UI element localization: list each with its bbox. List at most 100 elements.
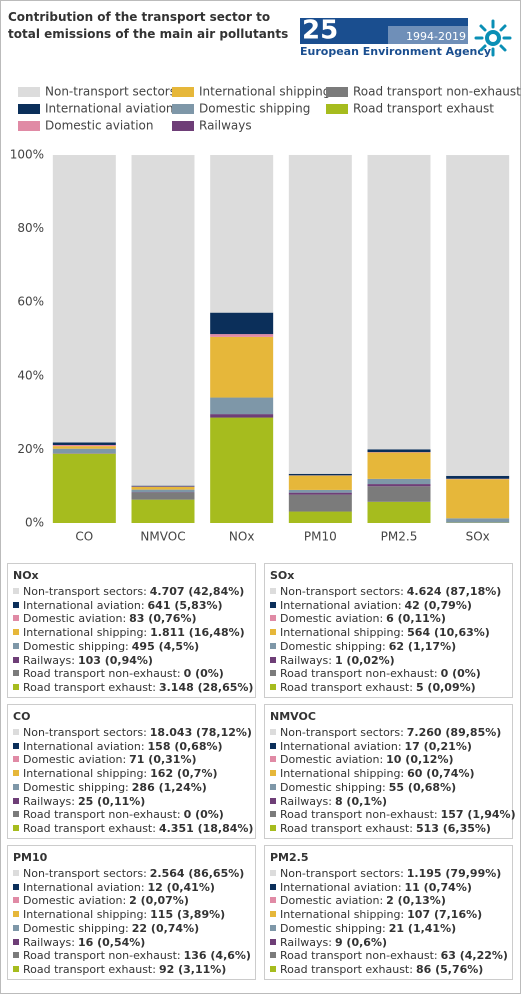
- row-value: 17 (0,21%): [404, 739, 472, 753]
- row-label: International shipping:: [280, 626, 405, 640]
- legend-label: Non-transport sectors: [45, 85, 176, 99]
- row-label: Domestic aviation:: [23, 612, 127, 626]
- row-label: Road transport exhaust:: [23, 962, 156, 976]
- panel-row: Railways: 103 (0,94%): [13, 654, 153, 667]
- bar-segment: [52, 155, 116, 443]
- row-value: 495 (4,5%): [131, 639, 200, 653]
- bar-segment: [210, 334, 274, 337]
- legend-swatch: [326, 87, 348, 97]
- row-swatch: [270, 797, 276, 804]
- row-value: 86 (5,76%): [415, 962, 484, 976]
- bar-segment: [131, 499, 195, 523]
- bar-segment: [131, 489, 195, 493]
- row-label: Road transport non-exhaust:: [280, 667, 438, 681]
- row-label: Domestic aviation:: [23, 894, 127, 908]
- row-swatch: [270, 615, 276, 622]
- panel-title: NMVOC: [270, 710, 316, 723]
- row-swatch: [13, 742, 19, 749]
- y-tick-label: 40%: [17, 368, 44, 382]
- row-label: Road transport exhaust:: [23, 821, 156, 835]
- panel-row: International aviation: 11 (0,74%): [270, 881, 472, 894]
- row-swatch: [13, 756, 19, 763]
- row-value: 158 (0,68%): [147, 739, 223, 753]
- row-value: 55 (0,68%): [388, 780, 457, 794]
- info-panel: NMVOC Non-transport sectors: 7.260 (89,85%…: [264, 704, 516, 839]
- legend-label: International aviation: [45, 102, 174, 116]
- row-value: 22 (0,74%): [131, 921, 200, 935]
- row-label: International shipping:: [280, 908, 405, 922]
- y-tick-label: 0%: [25, 516, 44, 530]
- panel-row: Domestic aviation: 6 (0,11%): [270, 612, 446, 625]
- legend-label: International shipping: [199, 85, 330, 99]
- row-value: 0 (0%): [183, 667, 224, 681]
- panel-row: Road transport non-exhaust: 0 (0%): [13, 808, 224, 821]
- row-swatch: [270, 924, 276, 931]
- row-label: International aviation:: [23, 739, 145, 753]
- row-label: Road transport exhaust:: [280, 821, 413, 835]
- info-panel: CO Non-transport sectors: 18.043 (78,12%) I…: [7, 704, 256, 839]
- row-label: International shipping:: [23, 767, 148, 781]
- x-tick-label: PM2.5: [381, 530, 418, 544]
- row-label: Road transport exhaust:: [23, 680, 156, 694]
- x-tick-label: SOx: [466, 530, 490, 544]
- bar-segment: [210, 414, 274, 418]
- row-swatch: [13, 729, 19, 735]
- row-label: Road transport non-exhaust:: [23, 667, 181, 681]
- y-tick-label: 60%: [17, 295, 44, 309]
- row-swatch: [270, 742, 276, 749]
- x-tick-label: PM10: [304, 530, 337, 544]
- row-swatch: [270, 883, 276, 890]
- row-value: 92 (3,11%): [158, 962, 227, 976]
- bar-segment: [446, 155, 510, 476]
- panel-row: Non-transport sectors: 4.707 (42,84%): [13, 585, 244, 598]
- panel-row: Road transport non-exhaust: 157 (1,94%): [270, 808, 516, 821]
- row-value: 3.148 (28,65%): [158, 680, 254, 694]
- row-swatch: [13, 911, 19, 918]
- x-tick-label: NOx: [229, 530, 255, 544]
- panel-title: PM10: [13, 851, 48, 864]
- row-value: 83 (0,76%): [129, 612, 197, 626]
- legend-label: Domestic shipping: [199, 102, 310, 116]
- legend-swatch: [18, 104, 40, 114]
- bar-segment: [210, 155, 274, 313]
- panel-row: Road transport non-exhaust: 0 (0%): [13, 667, 224, 680]
- row-value: 63 (4,22%): [440, 949, 508, 963]
- row-label: Road transport non-exhaust:: [23, 808, 181, 822]
- legend-swatch: [18, 87, 40, 97]
- row-swatch: [13, 797, 19, 804]
- row-swatch: [270, 897, 276, 904]
- panel-row: International aviation: 158 (0,68%): [13, 740, 223, 753]
- panel-row: Road transport exhaust: 92 (3,11%): [13, 963, 226, 976]
- row-label: Road transport non-exhaust:: [280, 949, 438, 963]
- bar-segment: [52, 442, 116, 445]
- row-value: 513 (6,35%): [415, 821, 491, 835]
- info-panel: PM2.5 Non-transport sectors: 1.195 (79,99%…: [264, 845, 513, 980]
- row-value: 71 (0,31%): [129, 753, 197, 767]
- row-swatch: [13, 642, 19, 649]
- panel-row: International shipping: 60 (0,74%): [270, 767, 475, 780]
- bar-segment: [367, 452, 431, 479]
- bar-segment: [52, 444, 116, 447]
- row-swatch: [13, 952, 19, 959]
- row-label: Non-transport sectors:: [23, 585, 147, 598]
- legend-label: Road transport non-exhaust: [353, 85, 521, 99]
- row-label: Domestic aviation:: [23, 753, 127, 767]
- panel-row: Non-transport sectors: 2.564 (86,65%): [13, 867, 244, 880]
- bar-segment: [52, 448, 116, 454]
- row-swatch: [13, 670, 19, 677]
- panel-row: Domestic shipping: 55 (0,68%): [270, 781, 456, 794]
- row-label: Non-transport sectors:: [280, 867, 404, 880]
- x-tick-label: CO: [75, 530, 93, 544]
- legend-label: Railways: [199, 119, 252, 133]
- legend-label: Domestic aviation: [45, 119, 154, 133]
- panel-row: Domestic aviation: 2 (0,07%): [13, 894, 189, 907]
- row-label: Domestic shipping:: [280, 921, 386, 935]
- panel-row: Non-transport sectors: 18.043 (78,12%): [13, 726, 252, 739]
- row-swatch: [13, 824, 19, 831]
- row-label: Railways:: [23, 794, 75, 808]
- panel-row: Domestic shipping: 62 (1,17%): [270, 640, 456, 653]
- y-tick-label: 20%: [17, 442, 44, 456]
- panel-row: Domestic aviation: 71 (0,31%): [13, 753, 197, 766]
